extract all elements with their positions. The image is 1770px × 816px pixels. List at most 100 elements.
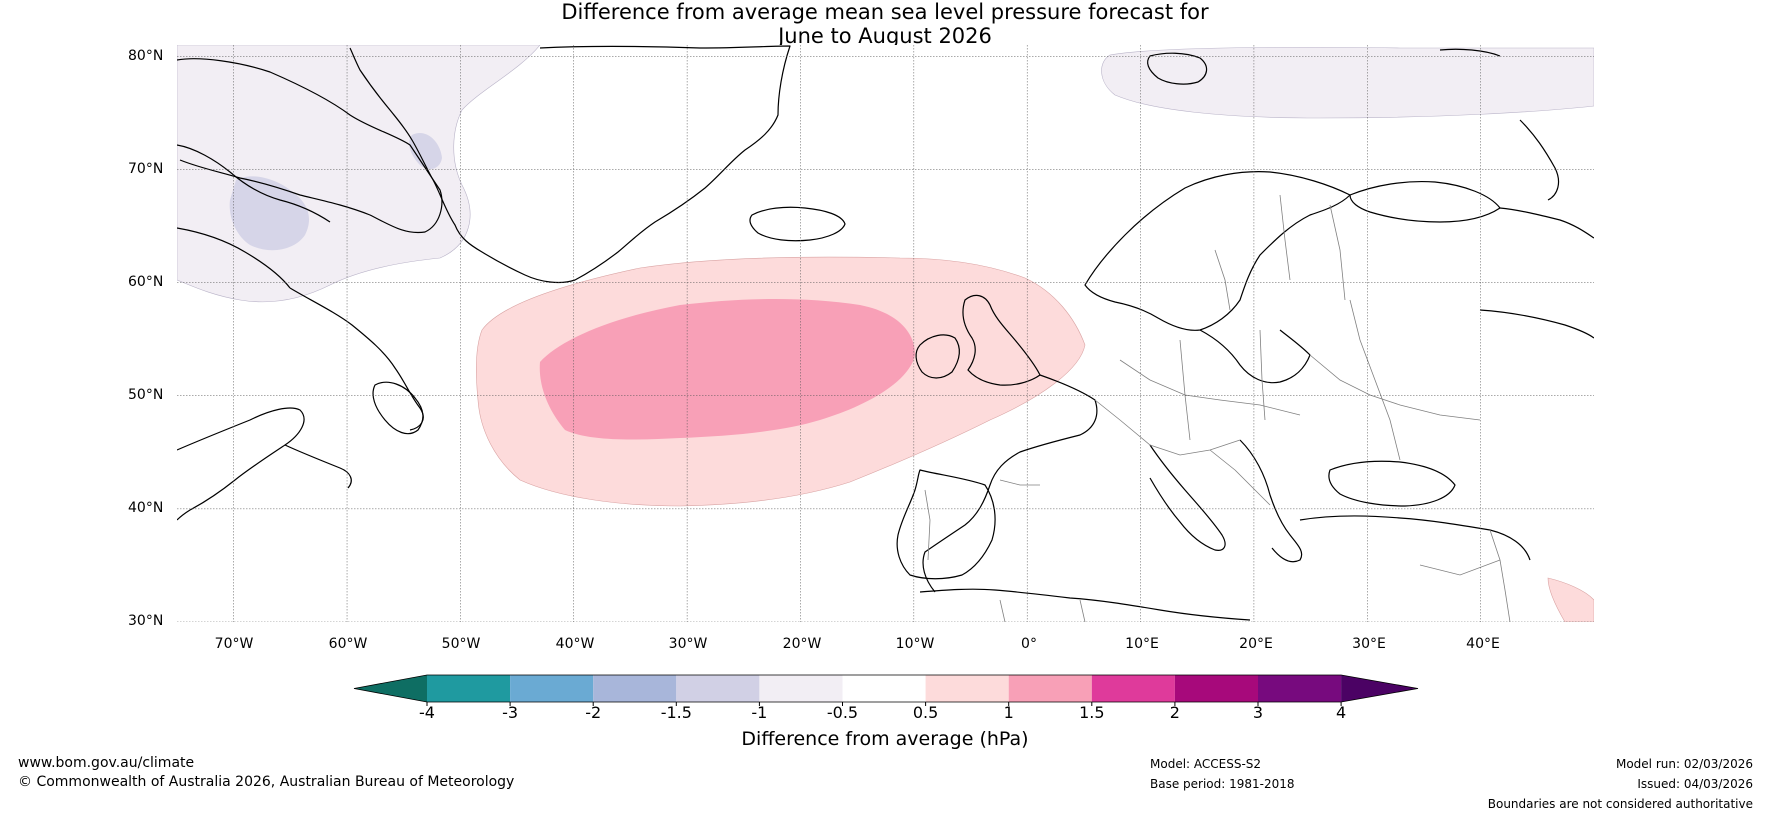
lon-label-10w: 10°W bbox=[895, 636, 935, 652]
colorbar-tick-label: 4 bbox=[1336, 703, 1347, 722]
coast-svalbard bbox=[1147, 52, 1208, 85]
footer-issued: Issued: 04/03/2026 bbox=[1637, 777, 1753, 791]
lon-label-30e: 30°E bbox=[1352, 636, 1386, 652]
country-borders bbox=[924, 194, 1511, 622]
colorbar-extend-low bbox=[354, 675, 427, 702]
colorbar-bin bbox=[842, 675, 926, 702]
coast-russia-north-2 bbox=[1479, 309, 1594, 339]
lon-label-50w: 50°W bbox=[441, 636, 481, 652]
border-balkans bbox=[1209, 449, 1271, 506]
coast-iceland bbox=[749, 206, 846, 242]
coast-italy bbox=[1149, 444, 1226, 551]
lon-label-70w: 70°W bbox=[214, 636, 254, 652]
border-eastern-europe bbox=[1309, 354, 1481, 421]
colorbar-extend-high bbox=[1341, 675, 1418, 702]
colorbar-bin bbox=[1174, 675, 1258, 702]
border-france-spain bbox=[999, 479, 1040, 486]
coast-newfoundland bbox=[372, 381, 424, 435]
colorbar-tick-label: 3 bbox=[1252, 703, 1264, 722]
colorbar-tick-label: -1 bbox=[751, 703, 768, 722]
map-title: Difference from average mean sea level p… bbox=[0, 0, 1770, 48]
footer-base-period: Base period: 1981-2018 bbox=[1150, 777, 1295, 791]
colorbar-bin bbox=[925, 675, 1009, 702]
colorbar-bin bbox=[1091, 675, 1175, 702]
coast-baffin-south bbox=[177, 227, 291, 289]
coast-norway bbox=[1084, 171, 1351, 331]
map-plot-area bbox=[177, 45, 1594, 622]
colorbar-title: Difference from average (hPa) bbox=[741, 728, 1029, 750]
colorbar-tick-label: -4 bbox=[419, 703, 435, 722]
border-spain-portugal bbox=[924, 489, 931, 561]
footer-model-run: Model run: 02/03/2026 bbox=[1615, 757, 1753, 771]
coast-turkey bbox=[1299, 515, 1531, 561]
lat-label-80n: 80°N bbox=[128, 48, 164, 64]
coast-europe-west bbox=[922, 374, 1098, 593]
lon-label-20e: 20°E bbox=[1239, 636, 1273, 652]
lon-label-40w: 40°W bbox=[555, 636, 595, 652]
colorbar-bin bbox=[759, 675, 843, 702]
border-finland-russia bbox=[1329, 204, 1346, 301]
colorbar-bin bbox=[593, 675, 677, 702]
border-sweden-finland bbox=[1279, 194, 1291, 281]
lon-label-60w: 60°W bbox=[328, 636, 368, 652]
colorbar-tick-label: -3 bbox=[502, 703, 519, 722]
coast-iberia bbox=[896, 469, 996, 580]
coast-kola bbox=[1349, 181, 1501, 223]
positive-anomaly-southeast bbox=[1547, 577, 1594, 622]
border-central-europe-2 bbox=[1119, 359, 1301, 416]
title-line-2: June to August 2026 bbox=[778, 24, 992, 48]
footer-copyright: © Commonwealth of Australia 2026, Austra… bbox=[18, 774, 515, 790]
gridlines bbox=[177, 45, 1594, 622]
negative-anomaly-baffin-core bbox=[229, 176, 310, 251]
colorbar-bin bbox=[1008, 675, 1092, 702]
colorbar-tick-label: -2 bbox=[585, 703, 602, 722]
coast-canadian-arctic bbox=[177, 58, 443, 234]
coastlines bbox=[177, 45, 1594, 621]
lat-label-70n: 70°N bbox=[128, 161, 164, 177]
coast-baffin-north bbox=[177, 144, 331, 223]
colorbar-tick-label: -0.5 bbox=[826, 703, 859, 722]
lon-label-20w: 20°W bbox=[782, 636, 822, 652]
lat-label-60n: 60°N bbox=[128, 274, 164, 290]
colorbar bbox=[353, 674, 1419, 706]
coast-russia-north bbox=[1499, 207, 1594, 239]
footer-website[interactable]: www.bom.gov.au/climate bbox=[18, 755, 195, 771]
border-middle-east bbox=[1489, 529, 1511, 622]
title-line-1: Difference from average mean sea level p… bbox=[561, 0, 1209, 24]
negative-anomaly-barents bbox=[1101, 46, 1594, 119]
colorbar-tick-label: -1.5 bbox=[660, 703, 692, 722]
lon-label-0: 0° bbox=[1021, 636, 1037, 652]
coast-great-britain bbox=[962, 294, 1041, 386]
border-central-europe-3 bbox=[1179, 339, 1191, 441]
colorbar-tick-label: 0.5 bbox=[912, 703, 939, 722]
border-north-africa-2 bbox=[1079, 599, 1086, 622]
footer-disclaimer: Boundaries are not considered authoritat… bbox=[1487, 797, 1753, 811]
colorbar-bin bbox=[427, 675, 511, 702]
colorbar-bin bbox=[510, 675, 594, 702]
coast-north-africa bbox=[919, 588, 1251, 621]
border-norway-sweden bbox=[1214, 249, 1231, 311]
coast-novaya-zemlya bbox=[1519, 119, 1560, 201]
coast-ireland bbox=[915, 334, 960, 379]
colorbar-tick-label: 2 bbox=[1169, 703, 1180, 722]
lat-label-40n: 40°N bbox=[128, 500, 164, 516]
negative-anomaly-baffin-core-2 bbox=[409, 132, 442, 170]
lat-label-50n: 50°N bbox=[128, 387, 164, 403]
lon-label-10e: 10°E bbox=[1125, 636, 1159, 652]
border-central-europe-1 bbox=[1094, 399, 1241, 456]
footer-model: Model: ACCESS-S2 bbox=[1150, 757, 1262, 771]
colorbar-tick-label: 1.5 bbox=[1079, 703, 1105, 722]
colorbar-bin bbox=[1258, 675, 1342, 702]
border-north-africa bbox=[999, 599, 1006, 622]
coast-nova-scotia bbox=[284, 444, 352, 489]
colorbar-tick-label: 1 bbox=[1003, 703, 1014, 722]
lon-label-30w: 30°W bbox=[668, 636, 708, 652]
lat-label-30n: 30°N bbox=[128, 613, 164, 629]
coast-baltic bbox=[1199, 329, 1311, 384]
coast-balkans-greece bbox=[1239, 439, 1303, 563]
positive-anomaly-core bbox=[539, 298, 915, 440]
border-middle-east-2 bbox=[1419, 559, 1501, 576]
border-central-europe-4 bbox=[1259, 329, 1266, 421]
coast-franz-josef bbox=[1439, 48, 1501, 57]
